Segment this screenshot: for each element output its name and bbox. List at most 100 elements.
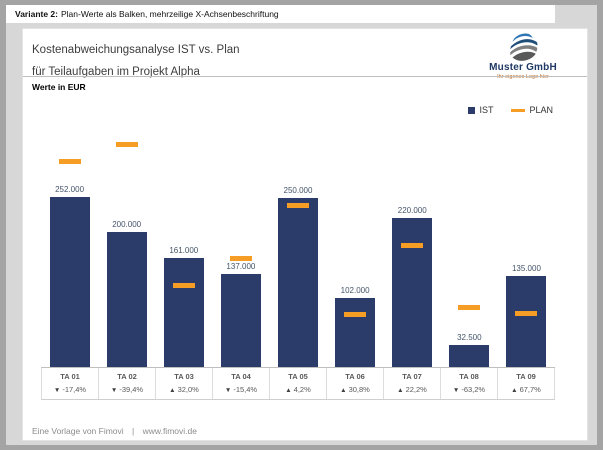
plan-marker xyxy=(344,312,367,317)
chart-column: 102.000 xyxy=(327,117,384,367)
ist-bar xyxy=(392,218,433,367)
chart-legend: IST PLAN xyxy=(468,105,553,115)
chart-column: 200.000 xyxy=(98,117,155,367)
axis-table: TA 01 ▼ -17,4% TA 02 ▼ -39,4% TA 03 ▲ 32,0% TA 04… xyxy=(41,367,555,400)
units-label: Werte in EUR xyxy=(32,82,86,92)
ist-bar xyxy=(49,197,90,367)
ist-bar xyxy=(106,232,147,367)
bar-chart: 252.000 200.000 161.000 137.000 250.000 102.0… xyxy=(41,117,555,400)
axis-cell: TA 06 ▲ 30,8% xyxy=(327,368,384,399)
category-label: TA 08 xyxy=(459,372,479,381)
ist-legend-swatch-icon xyxy=(468,106,476,114)
down-triangle-icon: ▼ xyxy=(224,387,232,394)
bar-value-label: 32.500 xyxy=(457,333,482,342)
chart-column: 137.000 xyxy=(212,117,269,367)
category-label: TA 04 xyxy=(231,372,251,381)
bar-value-label: 200.000 xyxy=(112,220,142,229)
axis-cell: TA 09 ▲ 67,7% xyxy=(498,368,555,399)
deviation-label: ▲ 67,7% xyxy=(498,385,554,394)
ist-bar xyxy=(506,276,547,367)
bar-value-label: 137.000 xyxy=(226,262,256,271)
axis-cell: TA 02 ▼ -39,4% xyxy=(99,368,156,399)
deviation-value: 67,7% xyxy=(519,385,541,394)
deviation-value: -15,4% xyxy=(233,385,258,394)
plan-marker xyxy=(172,283,195,288)
deviation-value: -63,2% xyxy=(461,385,486,394)
bar-value-label: 252.000 xyxy=(55,185,85,194)
legend-ist-label: IST xyxy=(479,105,494,115)
logo-tagline: Ihr eigenes Logo hier xyxy=(497,74,549,80)
category-label: TA 02 xyxy=(117,372,137,381)
deviation-value: 32,0% xyxy=(177,385,199,394)
deviation-label: ▼ -15,4% xyxy=(213,385,269,394)
deviation-label: ▲ 4,2% xyxy=(270,385,326,394)
up-triangle-icon: ▲ xyxy=(397,387,404,394)
deviation-label: ▼ -63,2% xyxy=(441,385,497,394)
variant-header: Variante 2: Plan-Werte als Balken, mehrz… xyxy=(6,5,555,23)
deviation-value: -17,4% xyxy=(62,385,87,394)
deviation-value: -39,4% xyxy=(119,385,144,394)
category-label: TA 07 xyxy=(402,372,422,381)
axis-cell: TA 07 ▲ 22,2% xyxy=(384,368,441,399)
report-title-line1: Kostenabweichungsanalyse IST vs. Plan xyxy=(32,44,240,56)
bar-value-label: 135.000 xyxy=(511,264,541,273)
ist-bar xyxy=(277,198,318,367)
legend-item-plan: PLAN xyxy=(511,105,553,115)
deviation-label: ▼ -39,4% xyxy=(99,385,155,394)
plan-marker xyxy=(115,142,138,147)
report-card: Kostenabweichungsanalyse IST vs. Plan fü… xyxy=(22,28,588,441)
chart-column: 252.000 xyxy=(41,117,98,367)
bar-value-label: 102.000 xyxy=(340,286,370,295)
plan-marker xyxy=(286,203,309,208)
chart-column: 220.000 xyxy=(384,117,441,367)
plan-marker xyxy=(401,243,424,248)
footer-url[interactable]: www.fimovi.de xyxy=(142,426,197,436)
chart-column: 161.000 xyxy=(155,117,212,367)
category-label: TA 09 xyxy=(516,372,536,381)
category-label: TA 03 xyxy=(174,372,194,381)
legend-plan-label: PLAN xyxy=(529,105,553,115)
up-triangle-icon: ▲ xyxy=(511,387,518,394)
variant-header-bold: Variante 2: xyxy=(15,9,58,19)
legend-item-ist: IST xyxy=(468,105,493,115)
up-triangle-icon: ▲ xyxy=(285,387,292,394)
chart-column: 32.500 xyxy=(441,117,498,367)
deviation-label: ▲ 22,2% xyxy=(384,385,440,394)
axis-cell: TA 01 ▼ -17,4% xyxy=(41,368,99,399)
axis-cell: TA 05 ▲ 4,2% xyxy=(270,368,327,399)
company-logo: Muster GmbH Ihr eigenes Logo hier xyxy=(471,32,575,80)
footer: Eine Vorlage von Fimovi | www.fimovi.de xyxy=(32,426,203,436)
page-background: Variante 2: Plan-Werte als Balken, mehrz… xyxy=(6,5,597,445)
axis-cell: TA 03 ▲ 32,0% xyxy=(156,368,213,399)
deviation-value: 22,2% xyxy=(405,385,427,394)
ist-bar xyxy=(449,345,490,367)
bar-value-label: 250.000 xyxy=(283,186,313,195)
plot-row: 252.000 200.000 161.000 137.000 250.000 102.0… xyxy=(41,117,555,367)
deviation-label: ▲ 30,8% xyxy=(327,385,383,394)
category-label: TA 05 xyxy=(288,372,308,381)
ist-bar xyxy=(163,258,204,367)
ist-bar xyxy=(335,298,376,367)
down-triangle-icon: ▼ xyxy=(452,387,460,394)
report-title-line2: für Teilaufgaben im Projekt Alpha xyxy=(32,66,200,78)
bar-value-label: 220.000 xyxy=(397,206,427,215)
footer-text: Eine Vorlage von Fimovi xyxy=(32,426,124,436)
plan-marker xyxy=(229,256,252,261)
plan-marker xyxy=(58,159,81,164)
variant-header-text: Plan-Werte als Balken, mehrzeilige X-Ach… xyxy=(61,9,279,19)
chart-column: 135.000 xyxy=(498,117,555,367)
ist-bar xyxy=(220,274,261,367)
down-triangle-icon: ▼ xyxy=(110,387,118,394)
plan-marker xyxy=(515,311,538,316)
up-triangle-icon: ▲ xyxy=(169,387,176,394)
axis-cell: TA 04 ▼ -15,4% xyxy=(213,368,270,399)
deviation-label: ▼ -17,4% xyxy=(42,385,98,394)
category-label: TA 06 xyxy=(345,372,365,381)
deviation-value: 30,8% xyxy=(348,385,370,394)
title-divider xyxy=(23,76,587,77)
plan-legend-dash-icon xyxy=(511,108,526,112)
axis-cell: TA 08 ▼ -63,2% xyxy=(441,368,498,399)
up-triangle-icon: ▲ xyxy=(340,387,347,394)
chart-column: 250.000 xyxy=(269,117,326,367)
plan-marker xyxy=(458,305,481,310)
